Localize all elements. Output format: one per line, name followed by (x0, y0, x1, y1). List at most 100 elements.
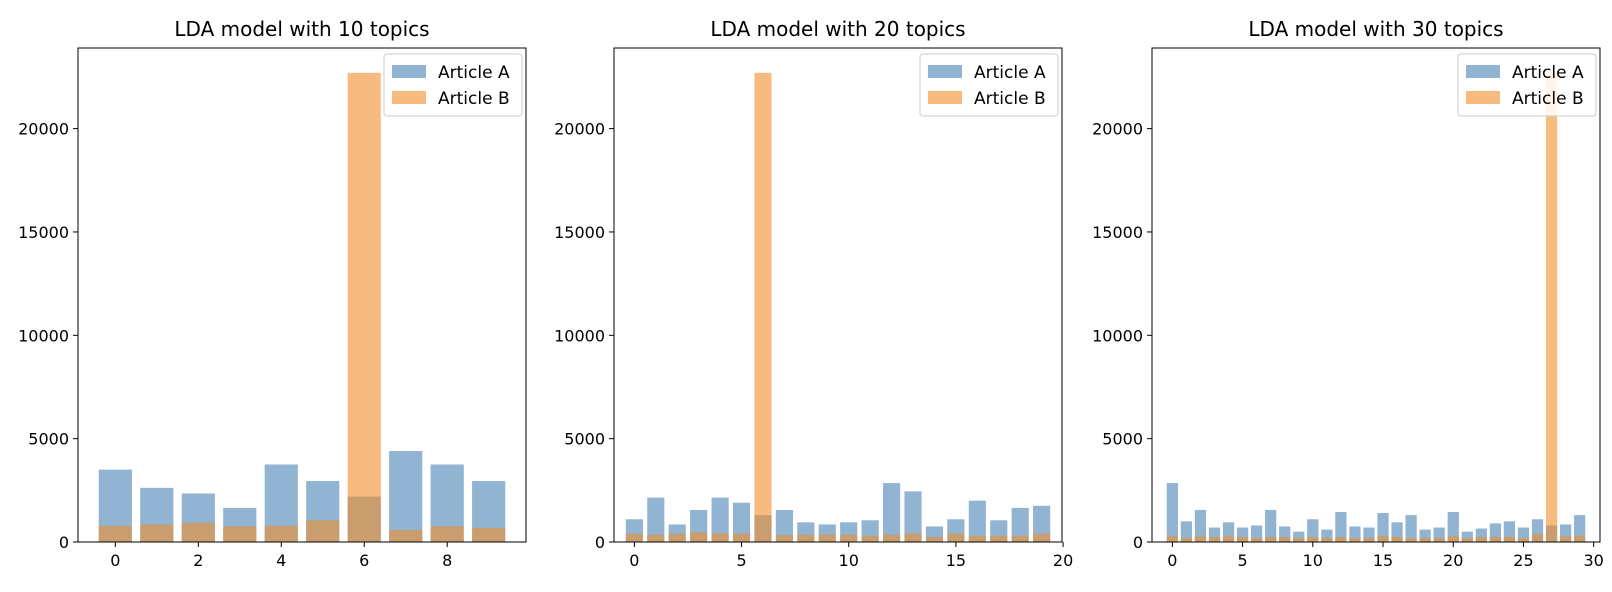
bar (1517, 537, 1530, 542)
bar (1293, 531, 1305, 542)
bar (904, 533, 922, 542)
series-article-a (625, 483, 1051, 542)
bar (840, 534, 858, 542)
bar (690, 532, 708, 542)
bar (1011, 535, 1029, 542)
y-tick-label: 0 (59, 533, 69, 552)
bar (968, 535, 986, 542)
bar (883, 483, 901, 542)
bar (1461, 537, 1473, 542)
bar (1433, 537, 1445, 542)
bar (732, 502, 751, 542)
bar (1011, 507, 1029, 542)
bar (775, 509, 793, 542)
legend-swatch (928, 91, 962, 104)
legend-label: Article A (974, 63, 1046, 83)
bar (1489, 536, 1501, 542)
y-tick-label: 5000 (564, 430, 605, 449)
x-tick-label: 8 (442, 551, 452, 570)
y-tick-label: 10000 (18, 326, 69, 345)
bar (1180, 521, 1193, 542)
y-tick-label: 0 (1133, 533, 1143, 552)
legend-label: Article A (438, 63, 510, 83)
bar (1222, 522, 1235, 542)
bar (1419, 529, 1431, 542)
bar (1265, 536, 1277, 542)
legend-swatch (392, 91, 426, 104)
bar (1335, 536, 1347, 542)
bar (668, 533, 686, 542)
bar (1461, 531, 1473, 542)
bar (1574, 535, 1586, 542)
bar (1033, 533, 1051, 542)
x-tick-label: 5 (736, 551, 746, 570)
bar (1222, 535, 1235, 542)
legend-label: Article A (1512, 63, 1584, 83)
bar (140, 524, 174, 542)
legend-swatch (1466, 91, 1500, 104)
bar (1405, 515, 1417, 542)
x-tick-label: 4 (276, 551, 286, 570)
bar (264, 525, 298, 542)
chart-panel-1: LDA model with 10 topics 0 2 4 6 8 0 5000 10000 1… (18, 17, 527, 570)
legend-swatch (928, 65, 962, 78)
bar (1475, 528, 1487, 542)
bar (1531, 519, 1544, 542)
x-tick-label: 30 (1584, 551, 1604, 570)
bar (1265, 509, 1277, 542)
bar (1279, 526, 1291, 542)
chart-panel-3: LDA model with 30 topics 0 5 10 15 20 25 30 0 500… (1092, 17, 1604, 570)
bar (430, 526, 464, 542)
bar (1251, 525, 1263, 542)
legend-label: Article B (1512, 89, 1584, 109)
bar (1166, 535, 1178, 542)
y-tick-label: 20000 (554, 120, 605, 139)
y-tick-label: 20000 (1092, 120, 1143, 139)
legend: Article A Article B (1457, 53, 1597, 117)
bar (1377, 535, 1389, 542)
chart-title: LDA model with 10 topics (174, 17, 429, 41)
bar (625, 533, 643, 542)
bar (1559, 524, 1572, 542)
bar (1545, 72, 1558, 542)
y-tick-label: 5000 (1102, 430, 1143, 449)
bar (1447, 535, 1459, 542)
x-tick-label: 0 (629, 551, 639, 570)
bar (968, 500, 986, 542)
bar (1419, 537, 1431, 542)
bar (1033, 505, 1051, 542)
bar (947, 533, 965, 542)
y-tick-label: 0 (595, 533, 605, 552)
bar (711, 533, 729, 542)
bar (1321, 529, 1333, 542)
bar (1363, 527, 1375, 542)
bar (647, 497, 665, 542)
x-tick-label: 5 (1237, 551, 1247, 570)
x-tick-label: 15 (1373, 551, 1393, 570)
bar (1489, 523, 1501, 542)
bar (98, 525, 132, 542)
bar (883, 534, 901, 542)
chart-title: LDA model with 20 topics (710, 17, 965, 41)
y-tick-label: 10000 (554, 326, 605, 345)
y-tick-label: 5000 (28, 430, 69, 449)
bar (389, 530, 423, 542)
y-tick-label: 15000 (554, 223, 605, 242)
bar (1236, 536, 1249, 542)
bar (647, 534, 665, 542)
legend-swatch (392, 65, 426, 78)
axes-frame (613, 47, 1063, 543)
y-tick-label: 10000 (1092, 326, 1143, 345)
bar (1208, 536, 1221, 542)
bar (904, 491, 922, 542)
bar (1363, 537, 1375, 542)
x-tick-label: 10 (1303, 551, 1323, 570)
bar (1194, 509, 1207, 542)
x-tick-label: 20 (1443, 551, 1463, 570)
bar (223, 526, 257, 542)
axes-frame (77, 47, 527, 543)
series-article-b (98, 72, 506, 542)
bar (1307, 519, 1319, 542)
bar (1391, 536, 1403, 542)
